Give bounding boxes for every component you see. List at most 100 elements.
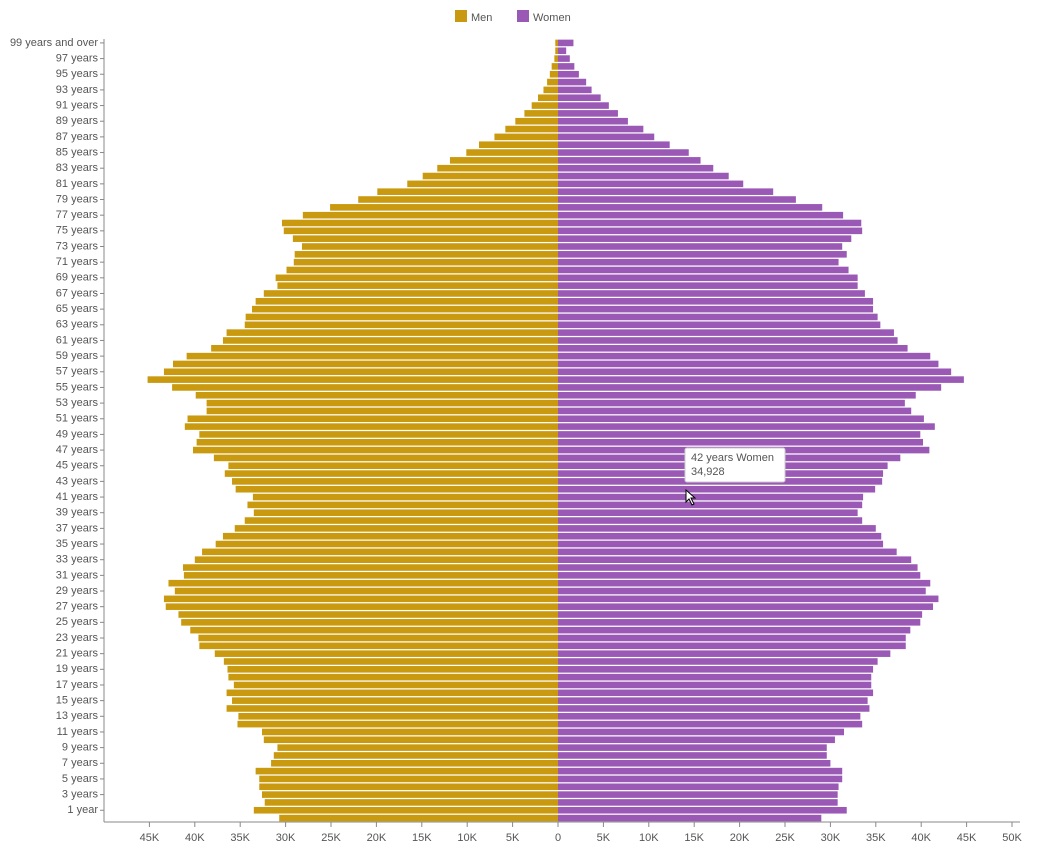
y-tick-label: 53 years bbox=[56, 397, 99, 409]
y-tick-label: 25 years bbox=[56, 616, 99, 628]
x-tick-label: 45K bbox=[957, 832, 977, 844]
y-tick-label: 79 years bbox=[56, 193, 99, 205]
legend-label: Men bbox=[471, 12, 492, 24]
bar bbox=[558, 235, 852, 242]
bar bbox=[294, 251, 558, 258]
y-tick-label: 51 years bbox=[56, 413, 99, 425]
y-tick-label: 29 years bbox=[56, 585, 99, 597]
x-tick-label: 40K bbox=[185, 832, 205, 844]
bar bbox=[558, 556, 912, 563]
y-tick-label: 81 years bbox=[56, 178, 99, 190]
bar bbox=[479, 141, 558, 148]
bar bbox=[224, 470, 558, 477]
bar bbox=[558, 752, 827, 759]
bar bbox=[558, 321, 881, 329]
y-tick-label: 77 years bbox=[56, 209, 99, 221]
y-tick-label: 35 years bbox=[56, 538, 99, 550]
y-tick-label: 65 years bbox=[56, 303, 99, 315]
bar bbox=[555, 39, 558, 47]
y-tick-label: 23 years bbox=[56, 632, 99, 644]
bar bbox=[558, 243, 843, 250]
bar bbox=[558, 188, 774, 195]
bar bbox=[558, 282, 858, 289]
y-tick-label: 17 years bbox=[56, 679, 99, 691]
bar bbox=[558, 149, 689, 156]
bar bbox=[558, 423, 935, 430]
bar bbox=[247, 501, 559, 509]
bar bbox=[273, 752, 558, 759]
bar bbox=[292, 235, 558, 242]
bar bbox=[558, 290, 865, 297]
bar bbox=[558, 767, 843, 775]
bar bbox=[211, 344, 559, 352]
bar bbox=[173, 360, 558, 368]
bar bbox=[255, 767, 559, 775]
bar bbox=[524, 110, 558, 117]
bar bbox=[551, 63, 558, 70]
y-tick-label: 11 years bbox=[57, 726, 99, 738]
y-tick-label: 47 years bbox=[56, 444, 99, 456]
x-tick-label: 30K bbox=[276, 832, 296, 844]
bar bbox=[222, 337, 558, 344]
bar bbox=[558, 47, 567, 55]
bar bbox=[558, 399, 905, 407]
bar bbox=[377, 188, 558, 195]
y-tick-label: 71 years bbox=[56, 256, 99, 268]
bar bbox=[449, 157, 558, 164]
bar bbox=[259, 783, 558, 791]
bar bbox=[302, 211, 558, 219]
bar bbox=[543, 86, 558, 94]
x-tick-label: 15K bbox=[412, 832, 432, 844]
y-tick-label: 21 years bbox=[56, 648, 99, 660]
bar bbox=[182, 564, 558, 571]
bar bbox=[245, 313, 558, 321]
bar bbox=[558, 791, 838, 798]
bar bbox=[558, 525, 876, 532]
bar bbox=[168, 579, 558, 587]
bar bbox=[255, 298, 559, 305]
bar bbox=[206, 399, 558, 407]
bar bbox=[226, 329, 558, 336]
bar bbox=[515, 117, 558, 125]
bar bbox=[275, 274, 558, 282]
bar bbox=[252, 305, 558, 313]
bar bbox=[232, 478, 558, 485]
bar bbox=[192, 446, 558, 454]
x-tick-label: 10K bbox=[639, 832, 659, 844]
bar bbox=[558, 352, 931, 360]
x-tick-label: 15K bbox=[684, 832, 704, 844]
y-tick-label: 41 years bbox=[56, 491, 99, 503]
bar bbox=[558, 133, 655, 141]
y-tick-label: 87 years bbox=[56, 131, 99, 143]
bar bbox=[198, 634, 558, 642]
bar bbox=[226, 689, 558, 697]
x-tick-label: 0 bbox=[555, 832, 561, 844]
bar bbox=[261, 791, 558, 798]
bar bbox=[181, 619, 558, 626]
bar bbox=[358, 196, 558, 203]
bar bbox=[558, 806, 847, 814]
bar bbox=[547, 78, 558, 86]
bar bbox=[558, 540, 884, 548]
bar bbox=[223, 658, 558, 665]
y-tick-label: 3 years bbox=[62, 789, 99, 801]
y-tick-label: 63 years bbox=[56, 319, 99, 331]
bar bbox=[558, 391, 916, 399]
bar bbox=[558, 579, 931, 587]
bar bbox=[558, 376, 964, 383]
bar bbox=[558, 258, 839, 266]
bar bbox=[558, 180, 744, 188]
bar bbox=[215, 540, 558, 548]
bar bbox=[190, 626, 558, 634]
bar bbox=[558, 360, 939, 368]
y-tick-label: 61 years bbox=[56, 334, 99, 346]
bar bbox=[174, 587, 558, 595]
x-tick-label: 20K bbox=[367, 832, 387, 844]
y-tick-label: 67 years bbox=[56, 287, 99, 299]
bar bbox=[227, 666, 558, 673]
bar bbox=[558, 587, 926, 595]
bar bbox=[183, 572, 559, 579]
bar bbox=[147, 376, 559, 383]
bar bbox=[194, 556, 559, 563]
